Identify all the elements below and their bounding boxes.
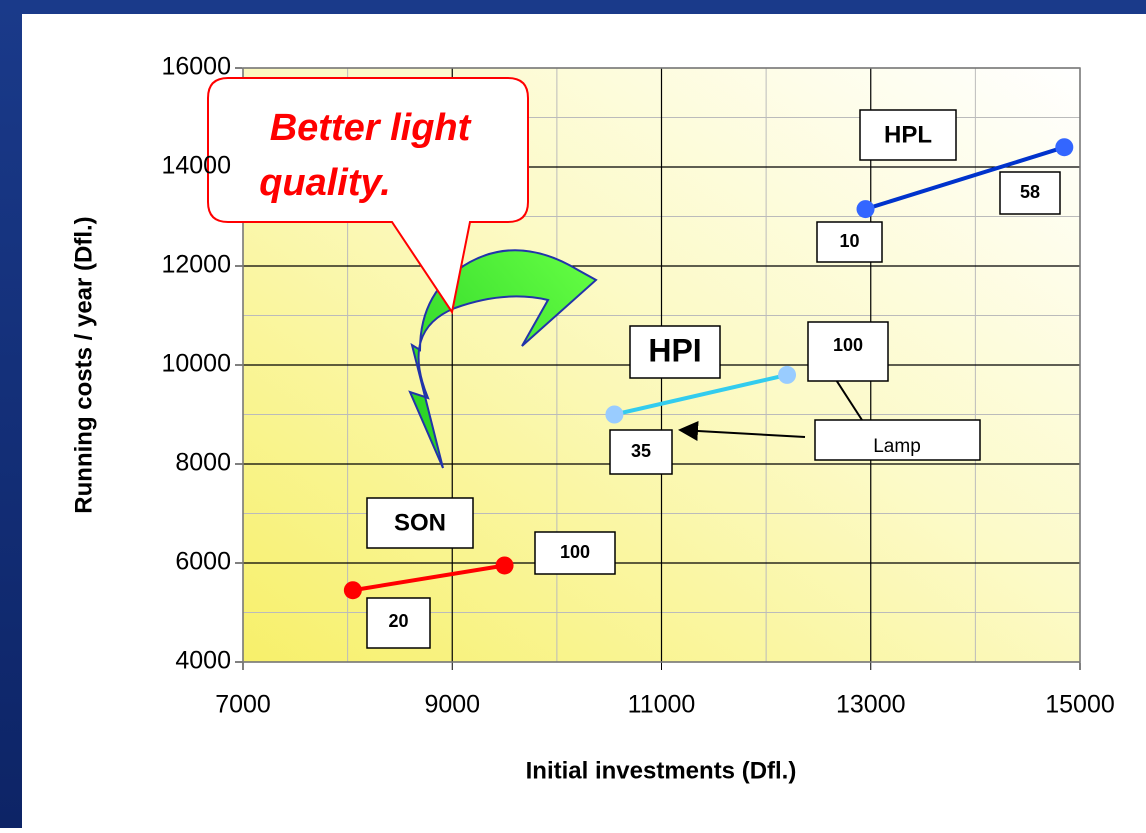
y-tick-label: 10000 [161,350,231,378]
series-name-box [859,109,957,161]
x-tick-label: 11000 [628,691,696,719]
x-tick-label: 15000 [1045,691,1115,719]
x-tick-label: 7000 [215,691,271,719]
series-line [864,145,1065,211]
point [605,405,624,424]
lamp-arrow [678,421,806,441]
point-label-box [534,531,616,575]
y-tick-label: 14000 [161,152,231,180]
y-axis-title: Running costs / year (Dfl.) [70,216,97,513]
point-label-box [816,221,883,263]
series-name-box [366,497,474,549]
y-tick-label: 4000 [175,647,231,675]
point-label: 10 [839,231,859,251]
y-tick-label: 12000 [161,251,231,279]
callout-text: quality. [259,162,391,204]
series-name-box [629,325,721,379]
point [778,365,797,384]
series-name: HPI [648,332,701,368]
y-tick-label: 6000 [175,548,231,576]
x-tick-label: 9000 [424,691,480,719]
y-tick-label: 8000 [175,449,231,477]
point-label: 100 [560,542,590,562]
marks [343,138,1074,600]
series-line [613,372,788,417]
lamp-box [814,419,981,461]
point-label: 58 [1020,182,1040,202]
point-label: 100 [833,335,863,355]
callout-text: Better light [270,107,472,149]
lamp-label: Lamp [873,436,921,457]
x-axis-title: Initial investments (Dfl.) [526,757,797,784]
series-name: SON [394,509,446,536]
y-tick-label: 16000 [161,53,231,81]
point-label-box [999,171,1061,215]
point [856,200,875,219]
series-name: HPL [884,121,932,148]
point-label-box [609,429,673,475]
point-label-box [807,321,889,382]
callout-box [207,77,529,315]
point-label-box [366,597,431,649]
series-line [352,563,505,593]
point [495,556,514,575]
x-tick-label: 13000 [836,691,906,719]
point-label: 20 [388,611,408,631]
point-label: 35 [631,441,651,461]
point [1055,138,1074,157]
point [343,581,362,600]
plot-border [242,67,1081,663]
grid [235,67,1081,670]
